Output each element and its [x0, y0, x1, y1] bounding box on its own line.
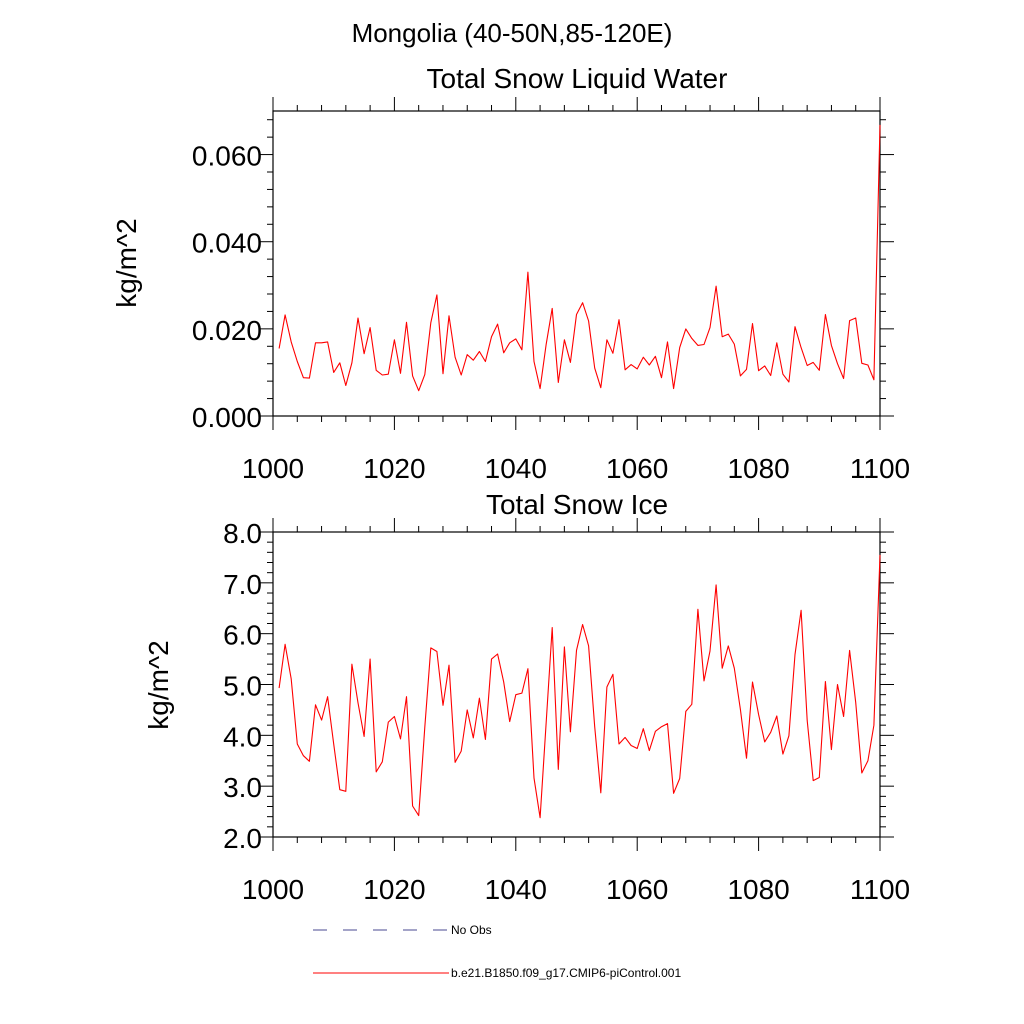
y-tick-label: 7.0 [223, 569, 262, 600]
panel-1-title: Total Snow Liquid Water [427, 63, 728, 94]
panel-2-ticks [259, 518, 894, 851]
y-tick-label: 8.0 [223, 518, 262, 549]
y-tick-label: 3.0 [223, 772, 262, 803]
panel-2-data [278, 554, 881, 819]
panel-1-data [278, 124, 881, 392]
panel-2-title: Total Snow Ice [486, 489, 668, 520]
x-tick-label: 1000 [242, 874, 304, 905]
x-tick-label: 1060 [606, 874, 668, 905]
y-tick-label: 5.0 [223, 671, 262, 702]
legend-label-picontrol: b.e21.B1850.f09_g17.CMIP6-piControl.001 [451, 966, 681, 980]
x-tick-label: 1020 [363, 453, 425, 484]
x-tick-label: 1100 [850, 453, 910, 484]
x-tick-label: 1000 [242, 453, 304, 484]
series-line-picontrol [278, 124, 881, 392]
panel-1-tick-labels: 1000 1020 1040 1060 1080 1100 0.000 0.020 0.040 0… [192, 141, 910, 484]
y-tick-label: 0.040 [192, 228, 262, 259]
x-tick-label: 1040 [485, 874, 547, 905]
y-tick-label: 4.0 [223, 721, 262, 752]
y-tick-label: 2.0 [223, 823, 262, 854]
panel-1-ylabel: kg/m^2 [111, 218, 142, 307]
legend: No Obs b.e21.B1850.f09_g17.CMIP6-piContr… [313, 923, 681, 980]
figure-suptitle: Mongolia (40-50N,85-120E) [352, 18, 673, 48]
panel-2-ylabel: kg/m^2 [143, 640, 174, 729]
panel-snow-ice: Total Snow Ice kg/m^2 1000 1020 1040 1060 10… [143, 489, 910, 905]
panel-1-ticks [259, 97, 894, 430]
panel-1-plot-frame [272, 110, 881, 417]
panel-2-plot-frame [272, 531, 881, 838]
x-tick-label: 1040 [485, 453, 547, 484]
x-tick-label: 1060 [606, 453, 668, 484]
y-tick-label: 6.0 [223, 620, 262, 651]
y-tick-label: 0.000 [192, 402, 262, 433]
x-tick-label: 1080 [727, 874, 789, 905]
panel-2-tick-labels: 1000 1020 1040 1060 1080 1100 2.0 3.0 4.0 5.0 6.0 7… [223, 518, 910, 905]
legend-label-no-obs: No Obs [451, 923, 492, 937]
x-tick-label: 1080 [727, 453, 789, 484]
x-tick-label: 1020 [363, 874, 425, 905]
y-tick-label: 0.020 [192, 315, 262, 346]
series-line-picontrol [278, 554, 881, 819]
panel-snow-liquid-water: Total Snow Liquid Water kg/m^2 1000 1020 1… [111, 63, 910, 484]
y-tick-label: 0.060 [192, 141, 262, 172]
x-tick-label: 1100 [850, 874, 910, 905]
